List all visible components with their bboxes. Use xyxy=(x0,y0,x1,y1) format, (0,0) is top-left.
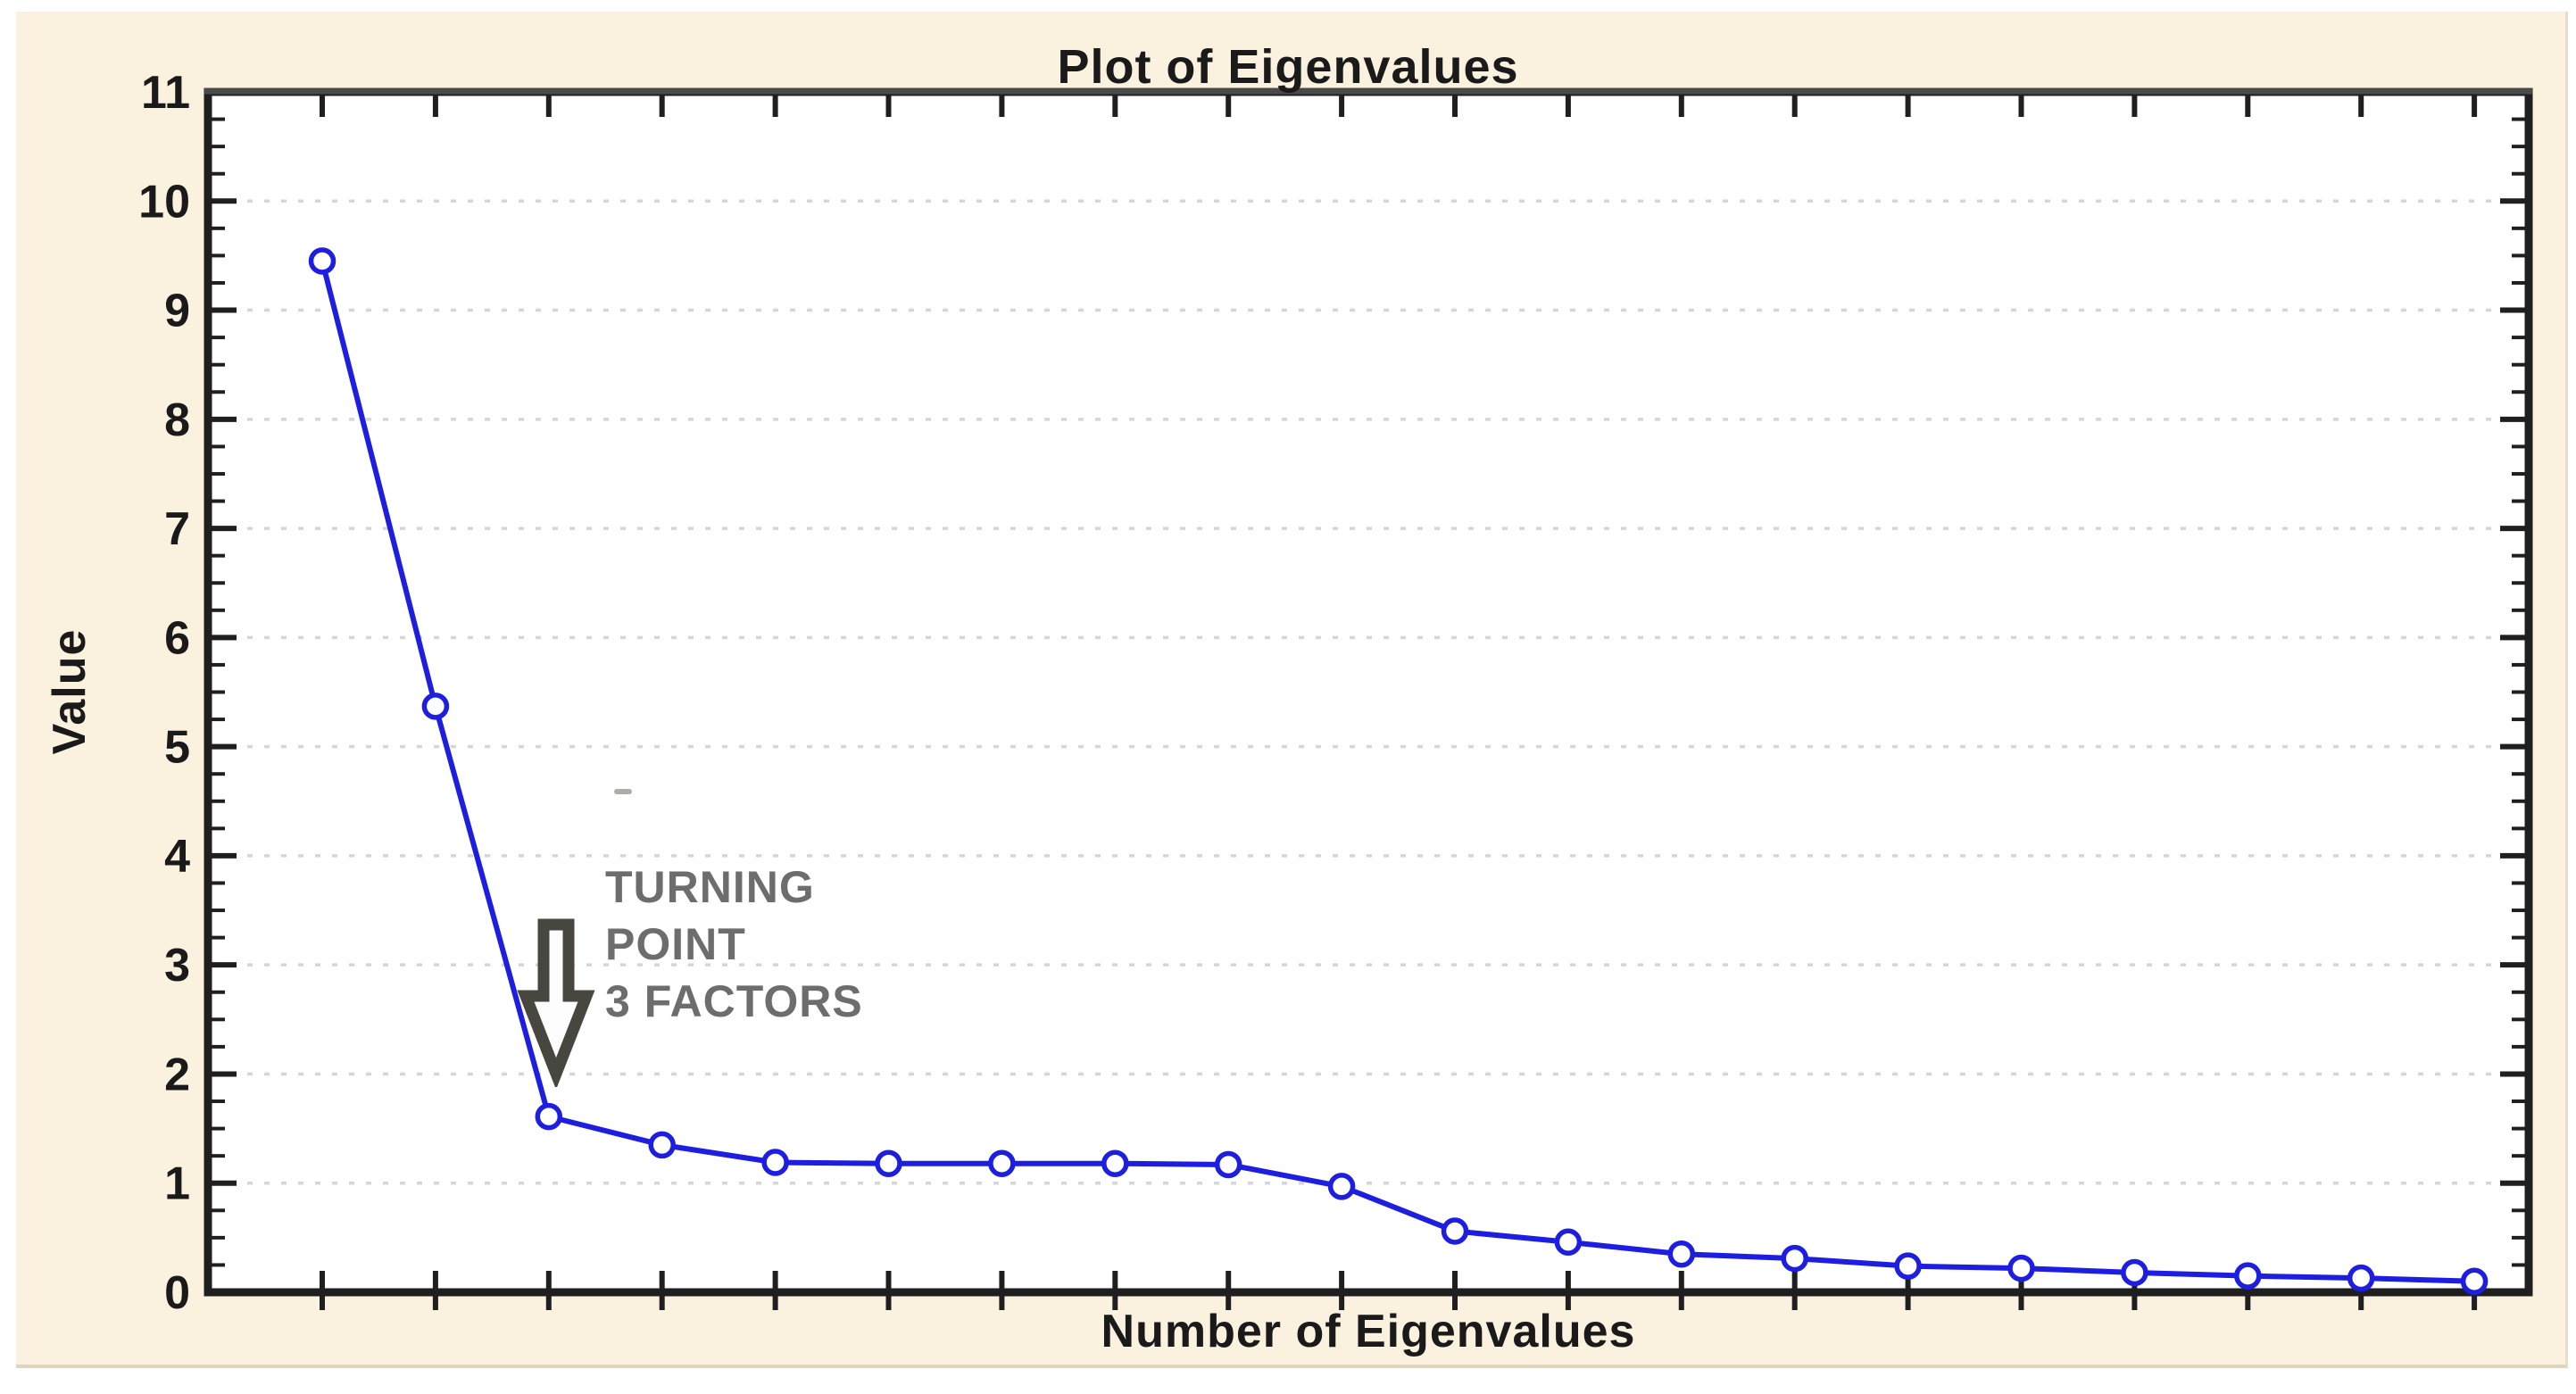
data-point-marker-1 xyxy=(308,247,337,275)
plot-area xyxy=(208,92,2529,1292)
data-point-marker-8 xyxy=(1101,1149,1129,1177)
y-tick-label-9: 9 xyxy=(164,286,190,337)
x-axis-title: Number of Eigenvalues xyxy=(1101,1306,1636,1357)
data-point-marker-12 xyxy=(1554,1228,1583,1257)
data-point-marker-11 xyxy=(1441,1217,1469,1245)
data-point-marker-5 xyxy=(761,1149,789,1176)
data-point-marker-4 xyxy=(648,1131,676,1159)
y-tick-label-10: 10 xyxy=(138,176,190,228)
data-point-marker-19 xyxy=(2347,1264,2375,1292)
data-point-marker-7 xyxy=(988,1149,1016,1177)
data-point-marker-3 xyxy=(535,1102,563,1131)
annotation-line-3: 3 FACTORS xyxy=(605,976,863,1026)
y-tick-label-3: 3 xyxy=(164,940,190,992)
y-axis-title: Value xyxy=(44,628,96,755)
y-tick-label-8: 8 xyxy=(164,394,190,446)
y-tick-label-2: 2 xyxy=(164,1049,190,1100)
data-point-marker-10 xyxy=(1327,1173,1356,1200)
y-tick-label-1: 1 xyxy=(164,1158,190,1210)
data-point-marker-15 xyxy=(1894,1252,1922,1280)
data-point-marker-20 xyxy=(2460,1267,2489,1296)
turning-point-down-arrow-icon xyxy=(517,918,595,1087)
eigenvalue-line-series xyxy=(320,258,2478,1284)
data-point-marker-13 xyxy=(1667,1240,1696,1268)
data-point-marker-16 xyxy=(2007,1254,2035,1282)
y-tick-label-6: 6 xyxy=(164,612,190,664)
y-tick-label-7: 7 xyxy=(164,503,190,555)
data-point-marker-6 xyxy=(875,1149,902,1177)
annotation-line-2: POINT xyxy=(605,919,746,969)
data-point-marker-9 xyxy=(1214,1150,1242,1179)
turning-point-annotation: TURNING POINT 3 FACTORS xyxy=(605,859,1105,1030)
data-point-marker-17 xyxy=(2121,1258,2148,1287)
y-tick-label-4: 4 xyxy=(164,831,190,883)
y-tick-label-11: 11 xyxy=(141,67,190,119)
y-tick-label-0: 0 xyxy=(164,1267,190,1319)
annotation-line-1: TURNING xyxy=(605,862,815,912)
stray-mark-artifact xyxy=(614,789,632,794)
data-point-marker-14 xyxy=(1781,1244,1808,1273)
chart-title: Plot of Eigenvalues xyxy=(1057,40,1519,94)
data-point-marker-18 xyxy=(2234,1262,2262,1290)
y-tick-label-5: 5 xyxy=(164,722,190,774)
data-point-marker-2 xyxy=(421,693,450,720)
